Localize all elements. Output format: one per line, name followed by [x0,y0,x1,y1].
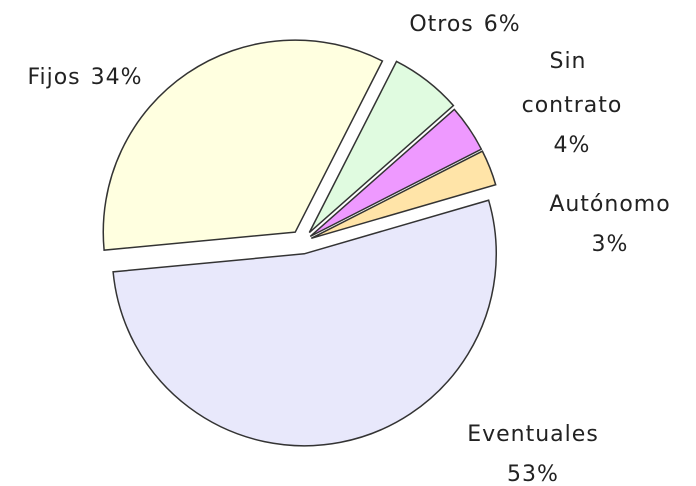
pie-slice [308,60,455,234]
value-label: 4% [554,133,591,158]
pie-slice [112,199,497,447]
pie-slice [102,39,384,251]
value-label: 53% [507,462,559,486]
category-line: contrato [522,93,623,118]
value-label: 3% [592,232,629,257]
value-label: 6% [484,12,521,37]
data-label: Fijos 34% [27,65,142,90]
category-label: Otros [409,12,473,37]
category-line: Autónomo [549,192,670,217]
data-label: Otros 6% [409,12,520,37]
category-line: Sin [549,49,594,74]
category-label: Fijos [27,65,80,90]
category-label: Autónomo [549,192,670,217]
category-line: Eventuales [467,422,599,447]
pie-slice [310,150,497,240]
category-label: Sin contrato [522,49,623,118]
value-label: 34% [91,65,143,90]
pie-slice [309,108,483,238]
category-label: Eventuales [467,422,599,447]
